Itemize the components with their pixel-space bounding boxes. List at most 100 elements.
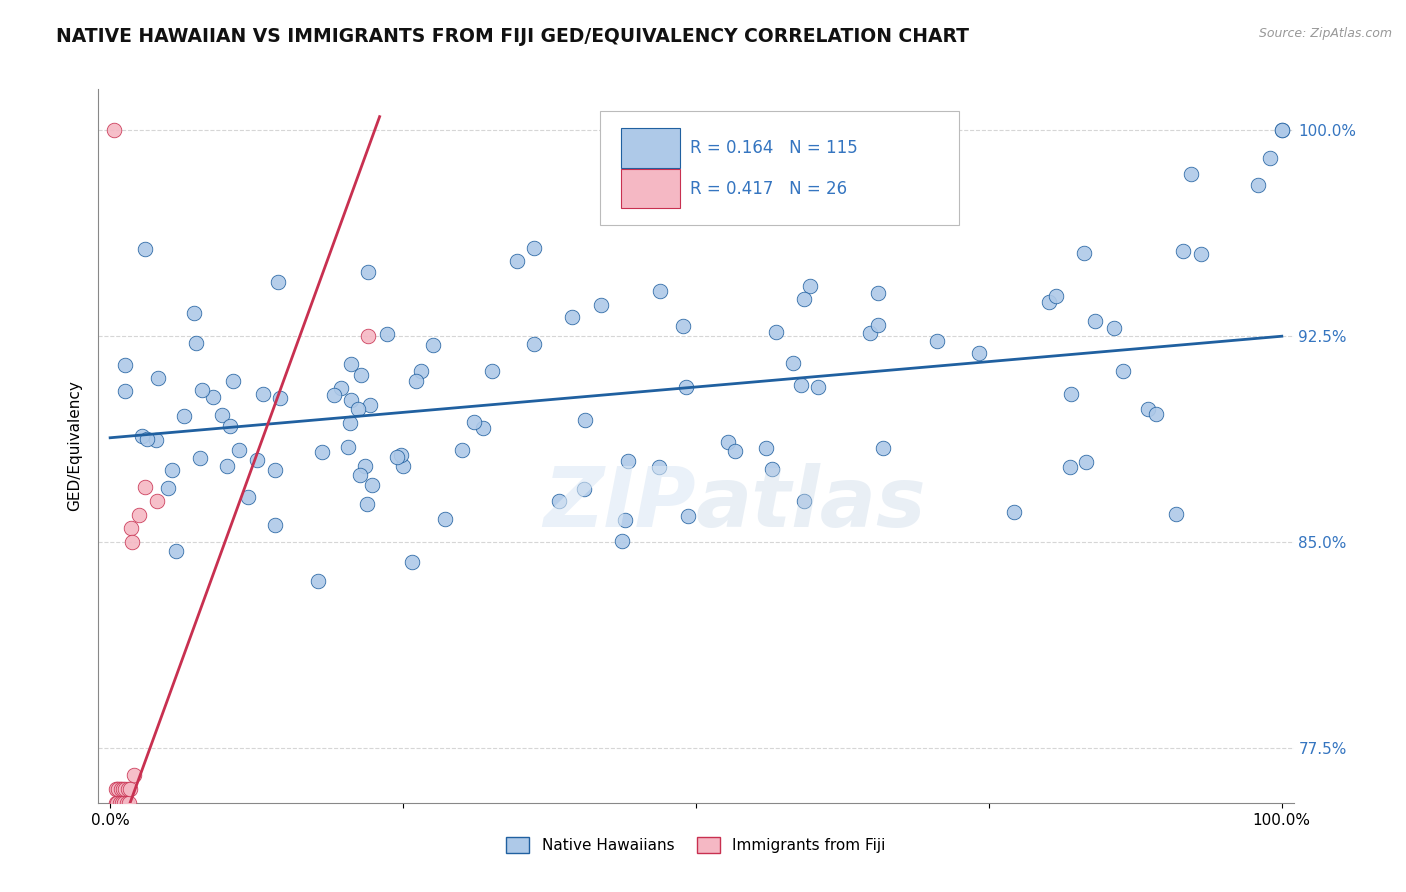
Point — [1144, 407, 1167, 421]
Point — [112, 782, 135, 797]
Text: R = 0.164   N = 115: R = 0.164 N = 115 — [690, 139, 858, 157]
Point — [122, 768, 145, 782]
Point — [103, 123, 125, 137]
Point — [1136, 402, 1159, 417]
Point — [1166, 508, 1188, 522]
FancyBboxPatch shape — [620, 169, 681, 209]
Point — [145, 433, 167, 447]
Point — [340, 392, 363, 407]
Point — [148, 371, 170, 385]
Point — [807, 380, 830, 394]
Point — [613, 513, 636, 527]
Point — [184, 336, 207, 351]
Point — [136, 432, 159, 446]
Point — [217, 459, 239, 474]
Point — [108, 796, 131, 810]
Point — [134, 480, 156, 494]
Point — [1045, 288, 1067, 302]
Text: atlas: atlas — [696, 463, 927, 543]
Point — [967, 346, 990, 360]
Point — [1076, 455, 1098, 469]
Point — [799, 278, 821, 293]
Point — [105, 782, 128, 797]
Text: R = 0.417   N = 26: R = 0.417 N = 26 — [690, 180, 848, 198]
Point — [357, 329, 380, 343]
Point — [191, 383, 214, 397]
Point — [1247, 178, 1270, 193]
Point — [574, 413, 596, 427]
Point — [1271, 123, 1294, 137]
Point — [264, 518, 287, 533]
Point — [523, 241, 546, 255]
Point — [793, 494, 815, 508]
Point — [547, 494, 569, 508]
Point — [111, 796, 134, 810]
Point — [117, 782, 139, 797]
Point — [359, 397, 381, 411]
Point — [927, 334, 949, 349]
Point — [859, 326, 882, 340]
FancyBboxPatch shape — [620, 128, 681, 168]
Point — [252, 386, 274, 401]
Point — [105, 796, 128, 810]
Point — [1271, 123, 1294, 137]
Point — [361, 477, 384, 491]
Point — [128, 508, 150, 522]
Point — [183, 306, 205, 320]
Point — [1180, 167, 1202, 181]
Point — [339, 416, 361, 430]
Point — [165, 544, 187, 558]
Point — [872, 442, 894, 456]
Point — [761, 461, 783, 475]
Point — [269, 392, 291, 406]
Point — [1059, 460, 1081, 475]
Point — [672, 318, 695, 333]
Point — [105, 796, 128, 810]
Point — [717, 434, 740, 449]
Text: Source: ZipAtlas.com: Source: ZipAtlas.com — [1258, 27, 1392, 40]
Point — [114, 358, 136, 372]
Point — [387, 450, 409, 464]
Point — [264, 463, 287, 477]
Point — [115, 796, 138, 810]
Point — [330, 381, 353, 395]
Point — [108, 782, 131, 797]
Point — [1102, 321, 1125, 335]
Point — [422, 338, 444, 352]
Point — [506, 254, 529, 268]
Point — [356, 497, 378, 511]
Point — [391, 449, 413, 463]
Point — [336, 440, 359, 454]
Point — [202, 390, 225, 404]
Point — [572, 482, 595, 496]
Point — [451, 442, 474, 457]
Point — [219, 418, 242, 433]
Point — [463, 415, 485, 429]
Point — [375, 327, 398, 342]
Point — [1084, 313, 1107, 327]
Point — [307, 574, 329, 588]
Point — [1189, 247, 1212, 261]
Point — [120, 782, 141, 797]
Point — [110, 782, 132, 797]
Point — [112, 796, 135, 810]
Point — [392, 458, 415, 473]
Point — [114, 384, 136, 399]
Point — [173, 409, 195, 424]
Point — [405, 374, 427, 388]
Point — [354, 459, 377, 474]
Point — [350, 368, 373, 383]
Point — [105, 782, 128, 797]
Point — [238, 490, 260, 504]
Point — [107, 782, 129, 797]
Point — [160, 463, 183, 477]
Point — [120, 521, 142, 535]
Point — [323, 388, 346, 402]
Point — [107, 796, 129, 810]
Point — [765, 325, 787, 339]
Point — [472, 421, 495, 435]
Point — [188, 451, 211, 466]
FancyBboxPatch shape — [600, 111, 959, 225]
Point — [724, 444, 747, 458]
Point — [347, 402, 370, 417]
